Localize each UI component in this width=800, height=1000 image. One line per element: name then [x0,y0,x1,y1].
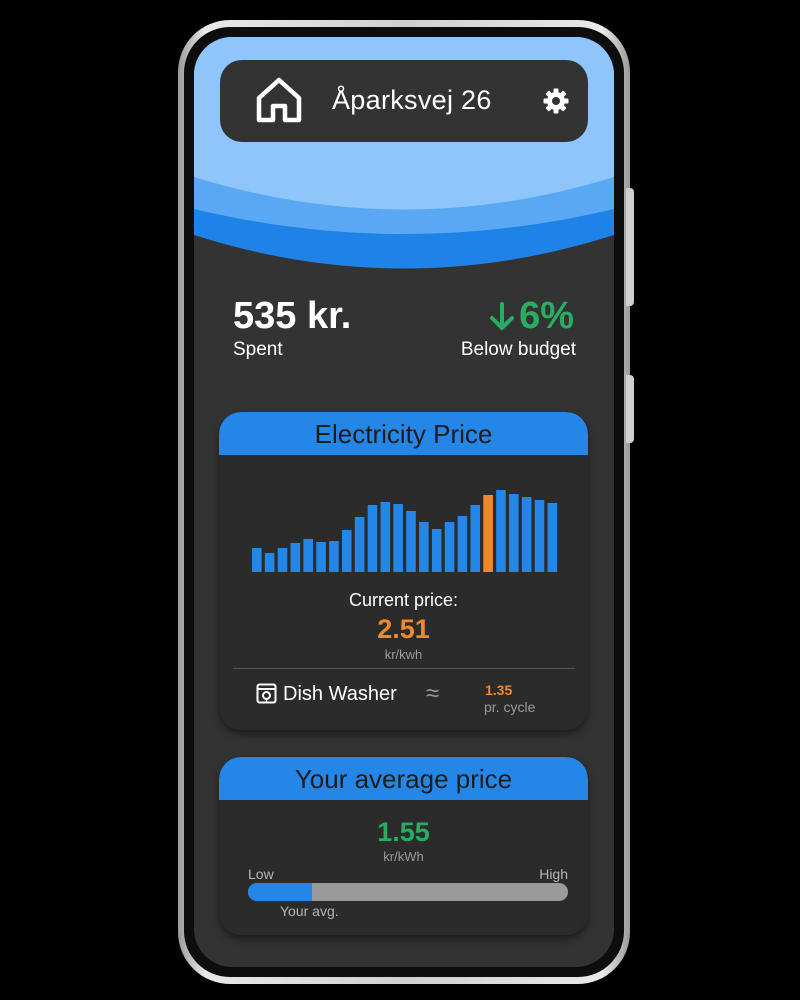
low-label: Low [248,866,274,882]
current-price-unit: kr/kwh [384,647,423,662]
price-bar [329,541,339,572]
address-title: Åparksvej 26 [332,85,492,115]
price-bar [470,505,481,572]
gear-icon[interactable] [542,87,570,115]
price-bar [367,505,378,572]
average-price-card: Your average price 1.55 kr/kWh Low High … [219,757,588,935]
budget-indicator: 6% [489,295,574,338]
header-bar: Åparksvej 26 [220,60,588,142]
price-bar-current [483,495,493,572]
price-bar [303,539,313,572]
divider [233,668,575,669]
spent-label: Spent [233,339,283,360]
price-bar [509,494,519,572]
app-screen: Åparksvej 26 535 kr. Spent 6% [194,37,614,967]
current-price-label: Current price: [348,590,459,610]
price-bar [521,497,532,572]
price-bar [496,490,506,572]
appliance-cost-unit: pr. cycle [484,699,536,715]
electricity-price-title: Electricity Price [219,412,588,455]
price-bar [316,542,326,572]
current-price-value: 2.51 [377,614,430,644]
budget-label: Below budget [460,339,576,360]
home-icon[interactable] [253,74,305,126]
price-bar [431,529,442,572]
dishwasher-icon [256,683,277,704]
budget-percent: 6% [519,295,574,337]
price-bar [290,543,301,572]
price-bar [393,504,403,572]
average-price-title: Your average price [219,757,588,800]
high-label: High [539,866,568,882]
price-bar [264,553,275,572]
spending-summary: 535 kr. Spent 6% Below budget [194,295,614,375]
price-bar [277,548,288,572]
price-bar [380,502,391,572]
price-bar [252,548,262,572]
price-bar [444,522,455,572]
price-chart [252,490,558,572]
price-bar [457,516,468,572]
spent-amount: 535 kr. [233,295,352,337]
price-bar [406,511,416,572]
power-button [626,375,634,443]
arrow-down-icon [490,301,515,330]
appliance-cost: 1.35 [485,682,513,698]
price-bar [354,517,365,572]
price-bar [341,530,352,572]
appliance-name: Dish Washer [283,683,397,705]
average-price-value: 1.55 [377,817,430,847]
average-price-unit: kr/kWh [383,849,424,864]
price-bar [534,500,545,572]
electricity-price-card: Electricity Price Current price: 2.51 kr… [219,412,588,730]
price-bar [419,522,429,572]
price-bar [547,503,558,572]
volume-button [626,188,634,306]
average-price-fill [248,883,312,901]
average-price-bar [248,883,568,901]
your-avg-label: Your avg. [280,903,339,919]
approx-symbol: ≈ [426,680,440,707]
